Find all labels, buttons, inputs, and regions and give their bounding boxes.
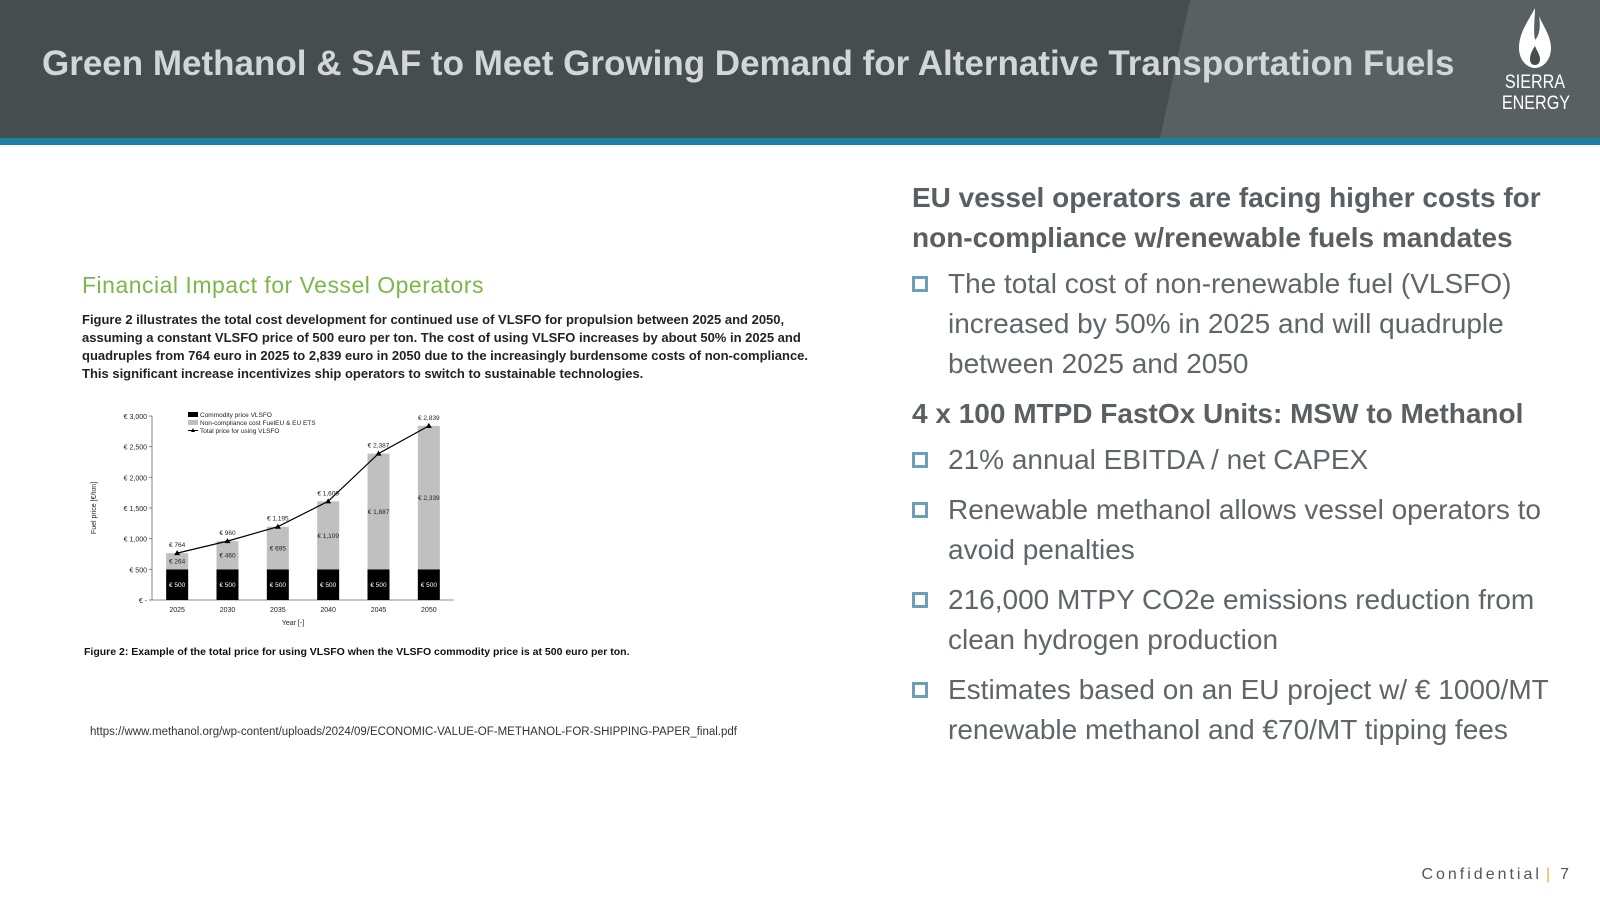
confidential-label: Confidential [1421,866,1542,883]
y-tick-label: € - [139,598,148,605]
source-url[interactable]: https://www.methanol.org/wp-content/uplo… [90,726,737,738]
x-tick-label: 2025 [169,607,185,614]
total-point-2025 [174,550,181,556]
y-tick-label: € 1,000 [124,537,147,544]
list-item: 21% annual EBITDA / net CAPEX [912,440,1572,480]
bar-label-commodity: € 500 [169,582,186,589]
list-item-text: 216,000 MTPY CO2e emissions reduction fr… [948,584,1535,655]
bar-commodity-2035 [266,569,289,600]
bar-label-noncompliance: € 2,339 [418,495,440,502]
figure-block: Financial Impact for Vessel Operators Fi… [82,272,822,383]
x-tick-label: 2050 [421,607,437,614]
total-price-line [177,425,430,554]
bar-label-commodity: € 500 [320,582,337,589]
legend-swatch-commodity [188,412,198,417]
y-tick-label: € 3,000 [124,414,147,421]
bar-label-noncompliance: € 1,109 [317,533,339,540]
bar-commodity-2040 [317,569,340,600]
list-item: Estimates based on an EU project w/ € 10… [912,670,1572,750]
header-stripe [0,138,1600,145]
x-tick-label: 2035 [270,607,286,614]
vlsfo-cost-chart: € - € 500 € 1,000 € 1,500 € 2,000 € 2,500 € 3,… [91,412,454,627]
footer: Confidential | 7 [1421,866,1572,884]
page-number: 7 [1560,866,1572,883]
right-column: EU vessel operators are facing higher co… [912,178,1572,760]
list-item-text: Estimates based on an EU project w/ € 10… [948,674,1549,745]
bar-commodity-2025 [166,569,189,600]
x-tick-label: 2030 [220,607,236,614]
bar-noncompliance-2040 [317,501,340,570]
total-point-2050 [425,422,432,428]
bar-label-commodity: € 500 [421,582,438,589]
total-label: € 1,609 [317,490,339,497]
bar-label-commodity: € 500 [370,582,387,589]
total-point-2045 [375,450,382,456]
figure-caption: Figure 2: Example of the total price for… [84,646,630,658]
bar-commodity-2045 [367,569,390,600]
bar-label-noncompliance: € 695 [270,546,287,553]
total-point-2035 [274,523,281,529]
bullet-list-costs: The total cost of non-renewable fuel (VL… [912,264,1572,384]
bar-noncompliance-2030 [216,541,239,570]
bar-label-noncompliance: € 264 [169,559,186,566]
bar-label-noncompliance: € 1,887 [368,509,390,516]
legend-label-total: Total price for using VLSFO [200,428,279,435]
total-label: € 764 [169,542,186,549]
y-axis-label: Fuel price [€/ton] [91,482,98,534]
legend-marker-total [191,428,195,432]
legend-label-commodity: Commodity price VLSFO [200,412,272,419]
y-tick-label: € 2,000 [124,475,147,482]
bullet-list-fastox: 21% annual EBITDA / net CAPEX Renewable … [912,440,1572,750]
bar-commodity-2050 [417,569,440,600]
logo-text-sierra: SIERRA [1504,72,1566,93]
slide-title: Green Methanol & SAF to Meet Growing Dem… [42,44,1455,83]
legend-swatch-noncompliance [188,420,198,425]
total-label: € 2,839 [418,415,440,422]
total-label: € 2,387 [368,443,390,450]
bar-label-commodity: € 500 [270,582,287,589]
bar-noncompliance-2050 [417,425,440,570]
square-bullet-icon [912,452,928,468]
header-bar: Green Methanol & SAF to Meet Growing Dem… [0,0,1600,138]
list-item-text: 21% annual EBITDA / net CAPEX [948,444,1369,475]
square-bullet-icon [912,502,928,518]
square-bullet-icon [912,682,928,698]
y-tick-label: € 2,500 [124,445,147,452]
footer-separator: | [1545,866,1551,883]
total-label: € 1,195 [267,516,289,523]
square-bullet-icon [912,276,928,292]
list-item: Renewable methanol allows vessel operato… [912,490,1572,570]
figure-description: Figure 2 illustrates the total cost deve… [82,312,809,381]
flame-icon [1519,8,1551,68]
square-bullet-icon [912,592,928,608]
bar-noncompliance-2035 [266,526,289,570]
x-axis-label: Year [-] [282,620,304,627]
list-item-text: Renewable methanol allows vessel operato… [948,494,1541,565]
bar-label-commodity: € 500 [219,582,236,589]
total-point-2040 [325,498,332,504]
total-point-2030 [224,538,231,544]
sierra-energy-logo: SIERRA ENERGY [1496,6,1574,128]
list-item: The total cost of non-renewable fuel (VL… [912,264,1572,384]
total-label: € 960 [219,530,236,537]
x-tick-label: 2040 [320,607,336,614]
bar-commodity-2030 [216,569,239,600]
x-tick-label: 2045 [371,607,387,614]
section-heading-fastox: 4 x 100 MTPD FastOx Units: MSW to Methan… [912,398,1524,429]
logo-text-energy: ENERGY [1501,93,1571,114]
list-item-text: The total cost of non-renewable fuel (VL… [948,268,1512,379]
y-tick-label: € 500 [129,567,147,574]
bar-label-noncompliance: € 460 [219,553,236,560]
list-item: 216,000 MTPY CO2e emissions reduction fr… [912,580,1572,660]
y-tick-label: € 1,500 [124,506,147,513]
bar-noncompliance-2045 [367,453,390,570]
section-heading-costs: EU vessel operators are facing higher co… [912,182,1541,253]
bar-noncompliance-2025 [166,553,189,570]
legend-label-noncompliance: Non-compliance cost FuelEU & EU ETS [200,420,316,427]
figure-heading: Financial Impact for Vessel Operators [82,272,484,298]
